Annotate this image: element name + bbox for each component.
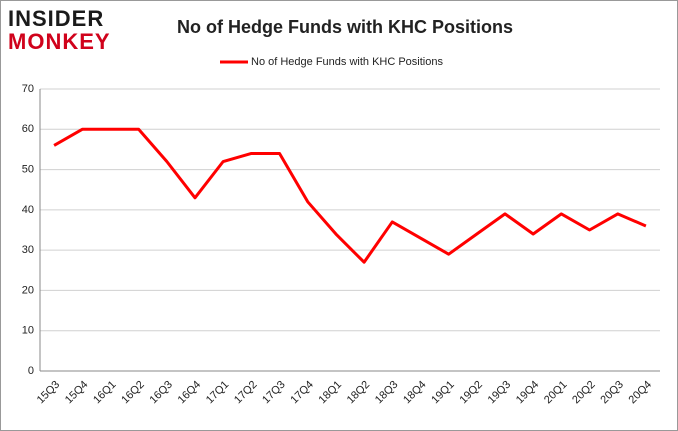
logo-top: INSIDER: [8, 6, 104, 31]
y-tick-label: 50: [22, 163, 34, 175]
y-tick-label: 10: [22, 325, 34, 337]
chart-title: No of Hedge Funds with KHC Positions: [177, 17, 513, 37]
line-series: [53, 127, 647, 264]
y-tick-label: 70: [22, 83, 34, 95]
y-tick-label: 60: [22, 123, 34, 135]
y-tick-label: 0: [28, 365, 34, 377]
y-tick-label: 40: [22, 204, 34, 216]
legend-label: No of Hedge Funds with KHC Positions: [251, 56, 443, 68]
logo-bottom: MONKEY: [8, 29, 111, 54]
y-tick-label: 20: [22, 284, 34, 296]
y-tick-label: 30: [22, 244, 34, 256]
